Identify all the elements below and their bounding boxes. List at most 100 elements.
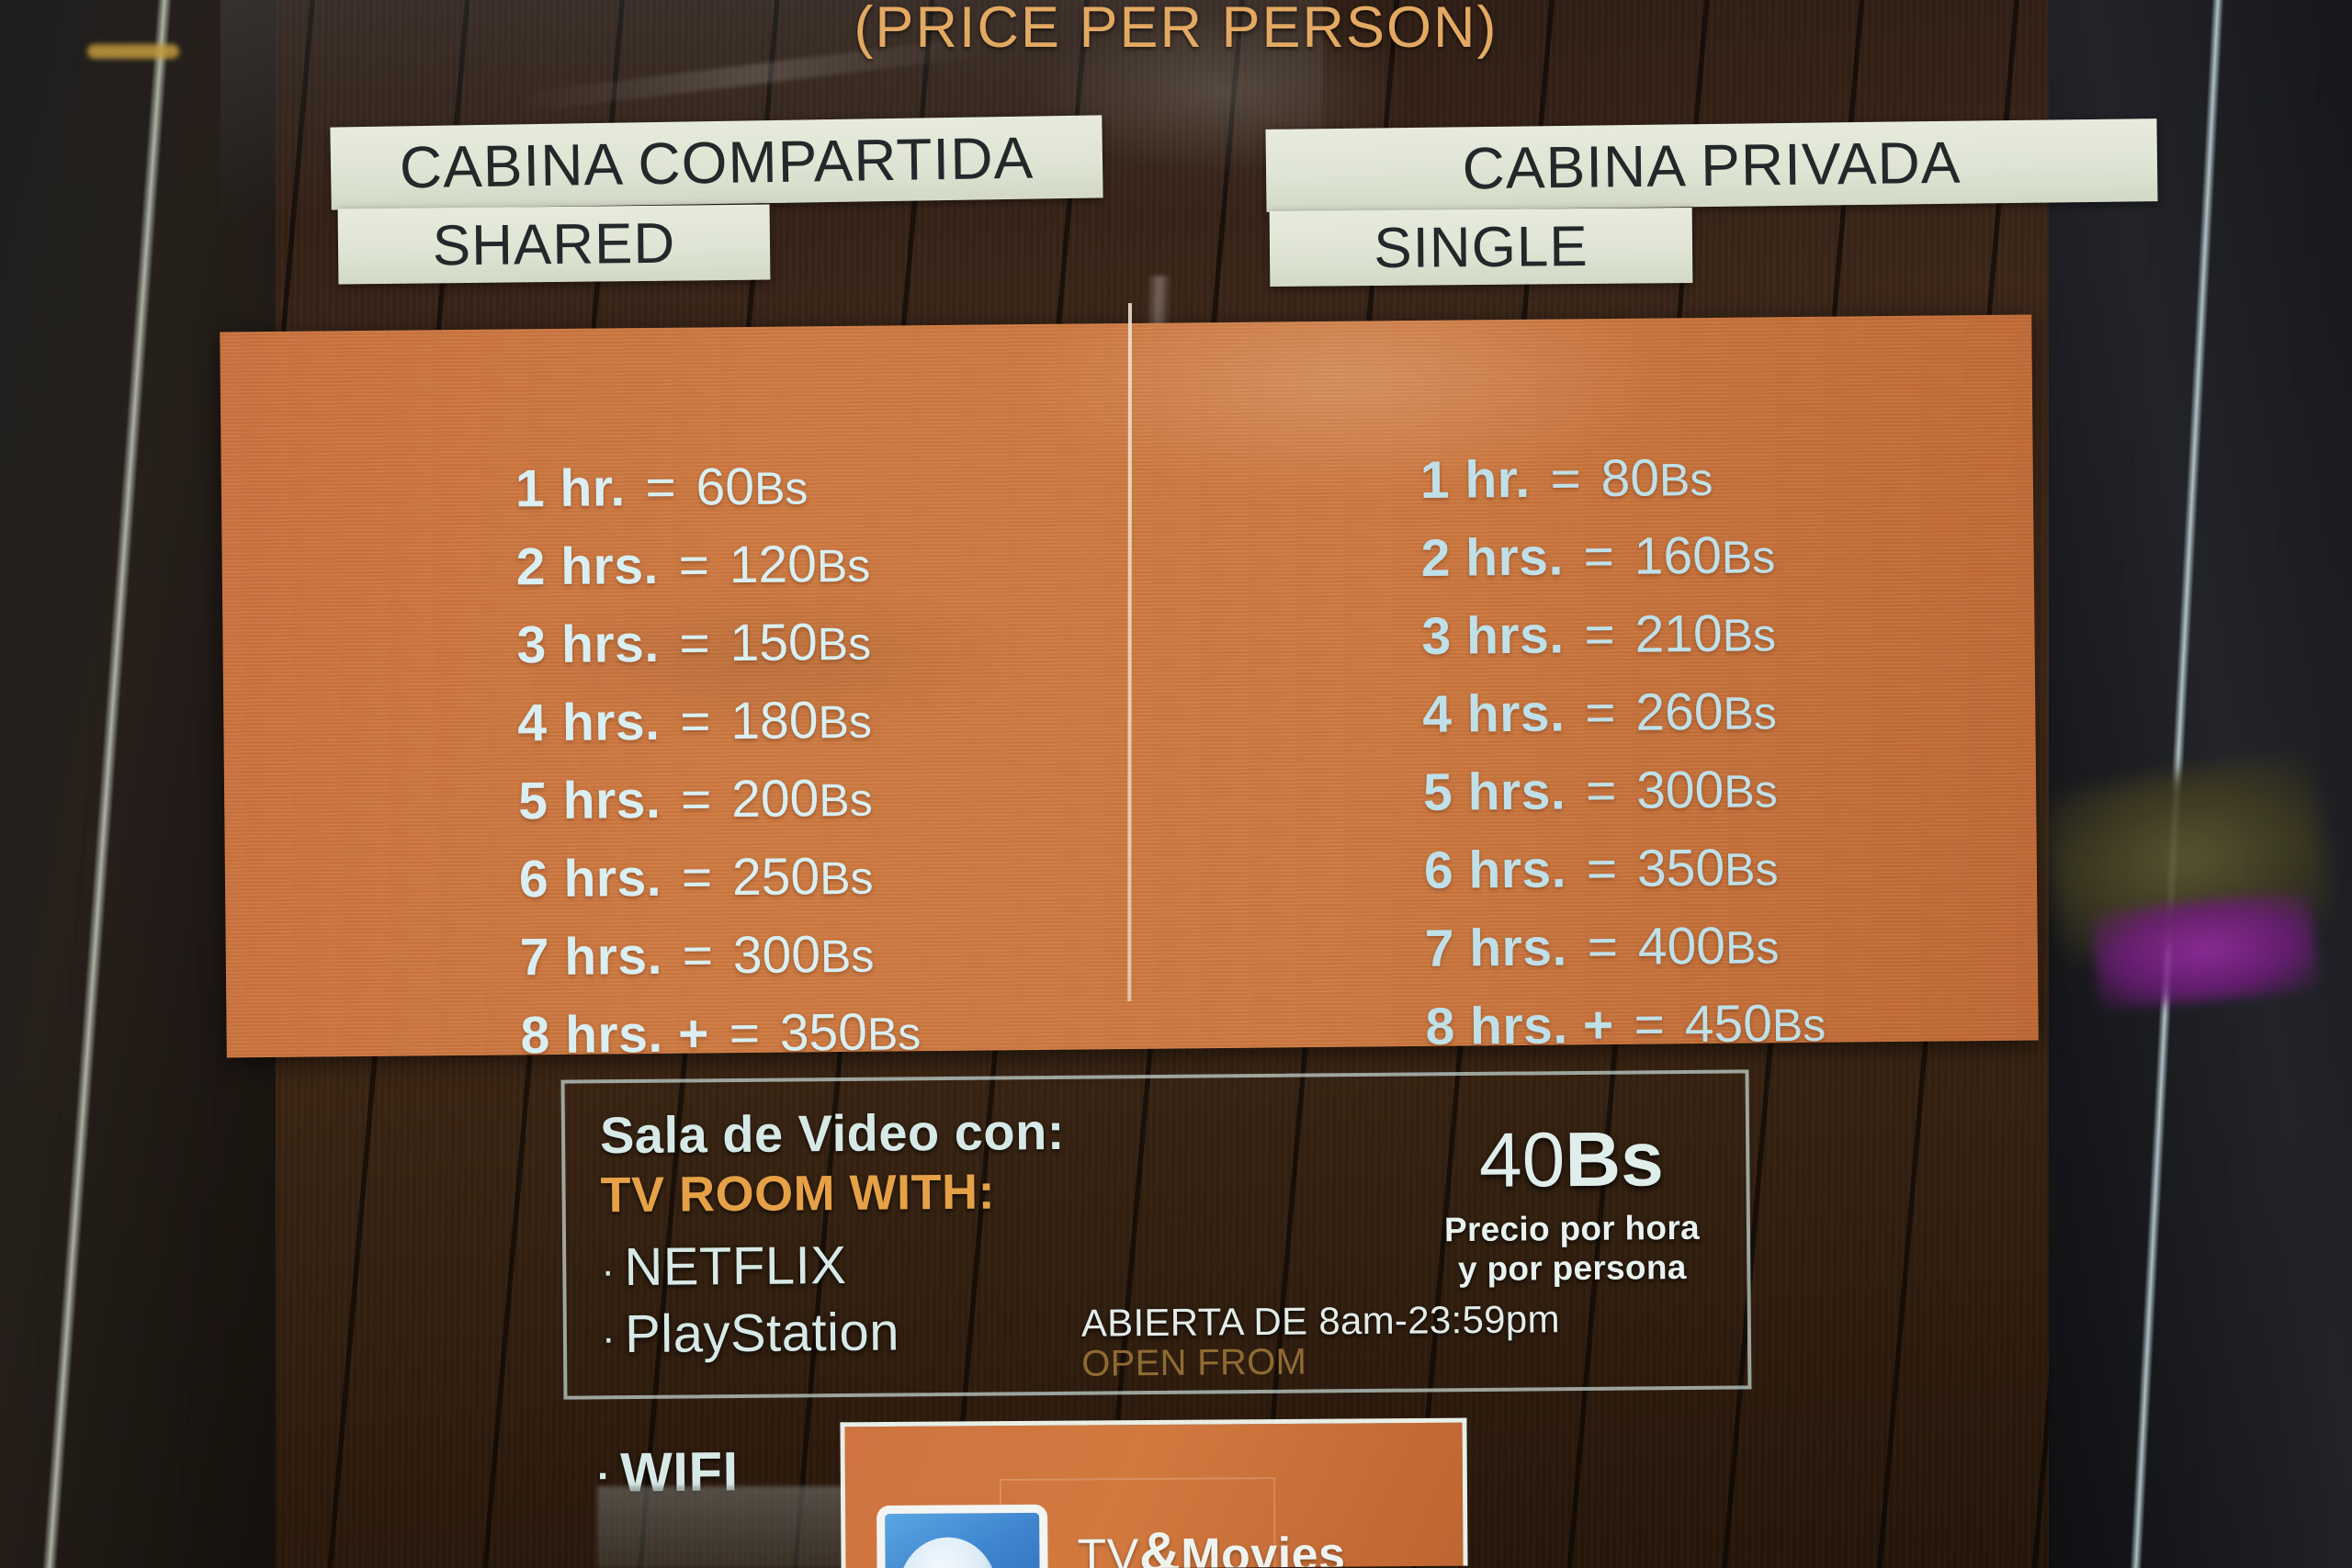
price-row-currency: Bs bbox=[1722, 609, 1777, 661]
price-row-amount: 120 bbox=[729, 535, 818, 595]
price-column-single: 1 hr. = 80Bs 2 hrs. = 160Bs 3 hrs. = 210Bs… bbox=[1125, 315, 2031, 1055]
price-row-currency: Bs bbox=[819, 852, 874, 905]
price-column-shared: 1 hr. = 60Bs 2 hrs. = 120Bs 3 hrs. = 150Bs… bbox=[220, 323, 1125, 1065]
price-row-hours: 8 hrs. + bbox=[520, 1004, 710, 1066]
header-label-cabina-compartida: CABINA COMPARTIDA bbox=[330, 115, 1103, 210]
price-row-amount: 400 bbox=[1637, 916, 1726, 976]
price-row-equals: = bbox=[680, 770, 712, 829]
price-row-amount: 260 bbox=[1635, 682, 1724, 742]
poster-brand: TV&Movies bbox=[1077, 1519, 1346, 1568]
price-row-hours: 2 hrs. bbox=[515, 536, 660, 597]
video-room-block: Sala de Video con: TV ROOM WITH: · NETFLI… bbox=[600, 1101, 1067, 1365]
price-row-currency: Bs bbox=[1771, 998, 1826, 1052]
wall-smudge bbox=[597, 1486, 873, 1568]
price-row-currency: Bs bbox=[816, 539, 871, 592]
price-row-equals: = bbox=[678, 536, 710, 595]
rate-note-line-2: y por persona bbox=[1457, 1247, 1687, 1288]
price-row-equals: = bbox=[1550, 449, 1582, 509]
price-row: 1 hr. = 80Bs bbox=[1419, 448, 1821, 510]
price-row: 4 hrs. = 260Bs bbox=[1422, 682, 1823, 744]
price-row-amount: 300 bbox=[732, 925, 821, 986]
price-row: 5 hrs. = 200Bs bbox=[517, 769, 919, 831]
price-row-currency: Bs bbox=[1724, 765, 1778, 818]
price-row-equals: = bbox=[729, 1003, 761, 1064]
price-row-currency: Bs bbox=[819, 773, 873, 827]
price-row-hours: 6 hrs. bbox=[518, 848, 662, 909]
price-row: 7 hrs. = 400Bs bbox=[1424, 916, 1825, 978]
price-row-amount: 300 bbox=[1635, 760, 1724, 820]
list-item-playstation: · PlayStation bbox=[602, 1300, 1067, 1365]
price-row: 2 hrs. = 120Bs bbox=[515, 535, 916, 597]
video-room-label-es: Sala de Video con: bbox=[599, 1101, 1066, 1165]
price-row-amount: 250 bbox=[731, 847, 820, 908]
price-row-amount: 210 bbox=[1634, 604, 1723, 664]
price-row-currency: Bs bbox=[1723, 687, 1778, 739]
rate-currency: Bs bbox=[1564, 1115, 1665, 1203]
tv-movies-poster: TV&Movies bbox=[840, 1417, 1468, 1568]
price-row-hours: 5 hrs. bbox=[1422, 761, 1566, 822]
feature-label-netflix: NETFLIX bbox=[624, 1235, 847, 1298]
price-row-amount: 180 bbox=[730, 691, 819, 751]
price-row-amount: 80 bbox=[1600, 448, 1660, 509]
price-row-equals: = bbox=[1586, 839, 1618, 899]
column-divider bbox=[1127, 302, 1132, 1001]
price-row-equals: = bbox=[1634, 995, 1666, 1055]
price-row-hours: 3 hrs. bbox=[1421, 605, 1565, 666]
price-row-hours: 1 hr. bbox=[514, 458, 626, 519]
price-row-currency: Bs bbox=[820, 930, 875, 983]
price-row: 8 hrs. + = 450Bs bbox=[1425, 994, 1826, 1056]
price-per-person-heading: (PRICE PER PERSON) bbox=[854, 0, 1498, 60]
price-row-equals: = bbox=[679, 614, 711, 673]
rate-note: Precio por hora y por persona bbox=[1420, 1209, 1724, 1290]
header-label-cabina-privada: CABINA PRIVADA bbox=[1265, 118, 2158, 212]
video-room-info-box: Sala de Video con: TV ROOM WITH: · NETFLI… bbox=[560, 1069, 1752, 1400]
poster-brand-movies: Movies bbox=[1181, 1528, 1346, 1568]
price-row-amount: 200 bbox=[730, 769, 820, 829]
price-row-amount: 350 bbox=[779, 1002, 868, 1063]
header-label-single: SINGLE bbox=[1269, 207, 1693, 288]
price-row-equals: = bbox=[1584, 604, 1616, 665]
price-row-equals: = bbox=[1584, 682, 1616, 743]
price-row: 6 hrs. = 250Bs bbox=[518, 847, 920, 909]
price-row-currency: Bs bbox=[817, 617, 872, 671]
price-list-shared: 1 hr. = 60Bs 2 hrs. = 120Bs 3 hrs. = 150Bs… bbox=[514, 457, 922, 1088]
price-row-amount: 60 bbox=[695, 457, 755, 517]
price-row-hours: 5 hrs. bbox=[517, 770, 662, 831]
video-room-label-en: TV ROOM WITH: bbox=[600, 1164, 996, 1224]
price-row-hours: 8 hrs. + bbox=[1425, 995, 1615, 1056]
price-row: 7 hrs. = 300Bs bbox=[519, 925, 921, 987]
price-row-hours: 7 hrs. bbox=[519, 926, 663, 987]
price-row-amount: 350 bbox=[1636, 838, 1725, 898]
price-row-equals: = bbox=[681, 848, 713, 908]
price-row-hours: 2 hrs. bbox=[1420, 527, 1565, 588]
price-row-currency: Bs bbox=[1721, 531, 1776, 583]
bullet-dot-icon: · bbox=[601, 1247, 616, 1293]
ceiling-lamp-reflection bbox=[87, 44, 179, 59]
price-row-hours: 4 hrs. bbox=[1422, 683, 1566, 744]
price-row: 5 hrs. = 300Bs bbox=[1422, 760, 1824, 822]
feature-label-playstation: PlayStation bbox=[624, 1302, 900, 1365]
rate-amount-display: 40Bs bbox=[1419, 1114, 1724, 1206]
price-row-currency: Bs bbox=[818, 695, 873, 749]
rate-amount: 40 bbox=[1478, 1116, 1566, 1203]
price-panel: 1 hr. = 60Bs 2 hrs. = 120Bs 3 hrs. = 150Bs… bbox=[220, 302, 2039, 1065]
bullet-dot-icon: · bbox=[601, 1314, 616, 1360]
opening-hours-en: OPEN FROM bbox=[1081, 1341, 1307, 1384]
price-row-equals: = bbox=[1587, 917, 1619, 977]
price-row: 4 hrs. = 180Bs bbox=[517, 691, 918, 753]
price-row-equals: = bbox=[682, 926, 714, 986]
price-row-hours: 1 hr. bbox=[1419, 449, 1531, 510]
rate-note-line-1: Precio por hora bbox=[1443, 1208, 1701, 1249]
price-row-equals: = bbox=[1583, 526, 1615, 587]
price-row-hours: 4 hrs. bbox=[517, 692, 661, 753]
header-label-shared: SHARED bbox=[337, 204, 771, 285]
price-row-hours: 7 hrs. bbox=[1424, 918, 1568, 978]
video-room-rate: 40Bs Precio por hora y por persona bbox=[1419, 1114, 1724, 1290]
price-row-hours: 6 hrs. bbox=[1423, 840, 1567, 900]
price-row-amount: 450 bbox=[1684, 994, 1773, 1055]
price-row-currency: Bs bbox=[1658, 453, 1713, 506]
price-row-equals: = bbox=[645, 457, 677, 518]
price-row-amount: 150 bbox=[729, 613, 819, 673]
price-list-single: 1 hr. = 80Bs 2 hrs. = 160Bs 3 hrs. = 210Bs… bbox=[1419, 448, 1826, 1079]
